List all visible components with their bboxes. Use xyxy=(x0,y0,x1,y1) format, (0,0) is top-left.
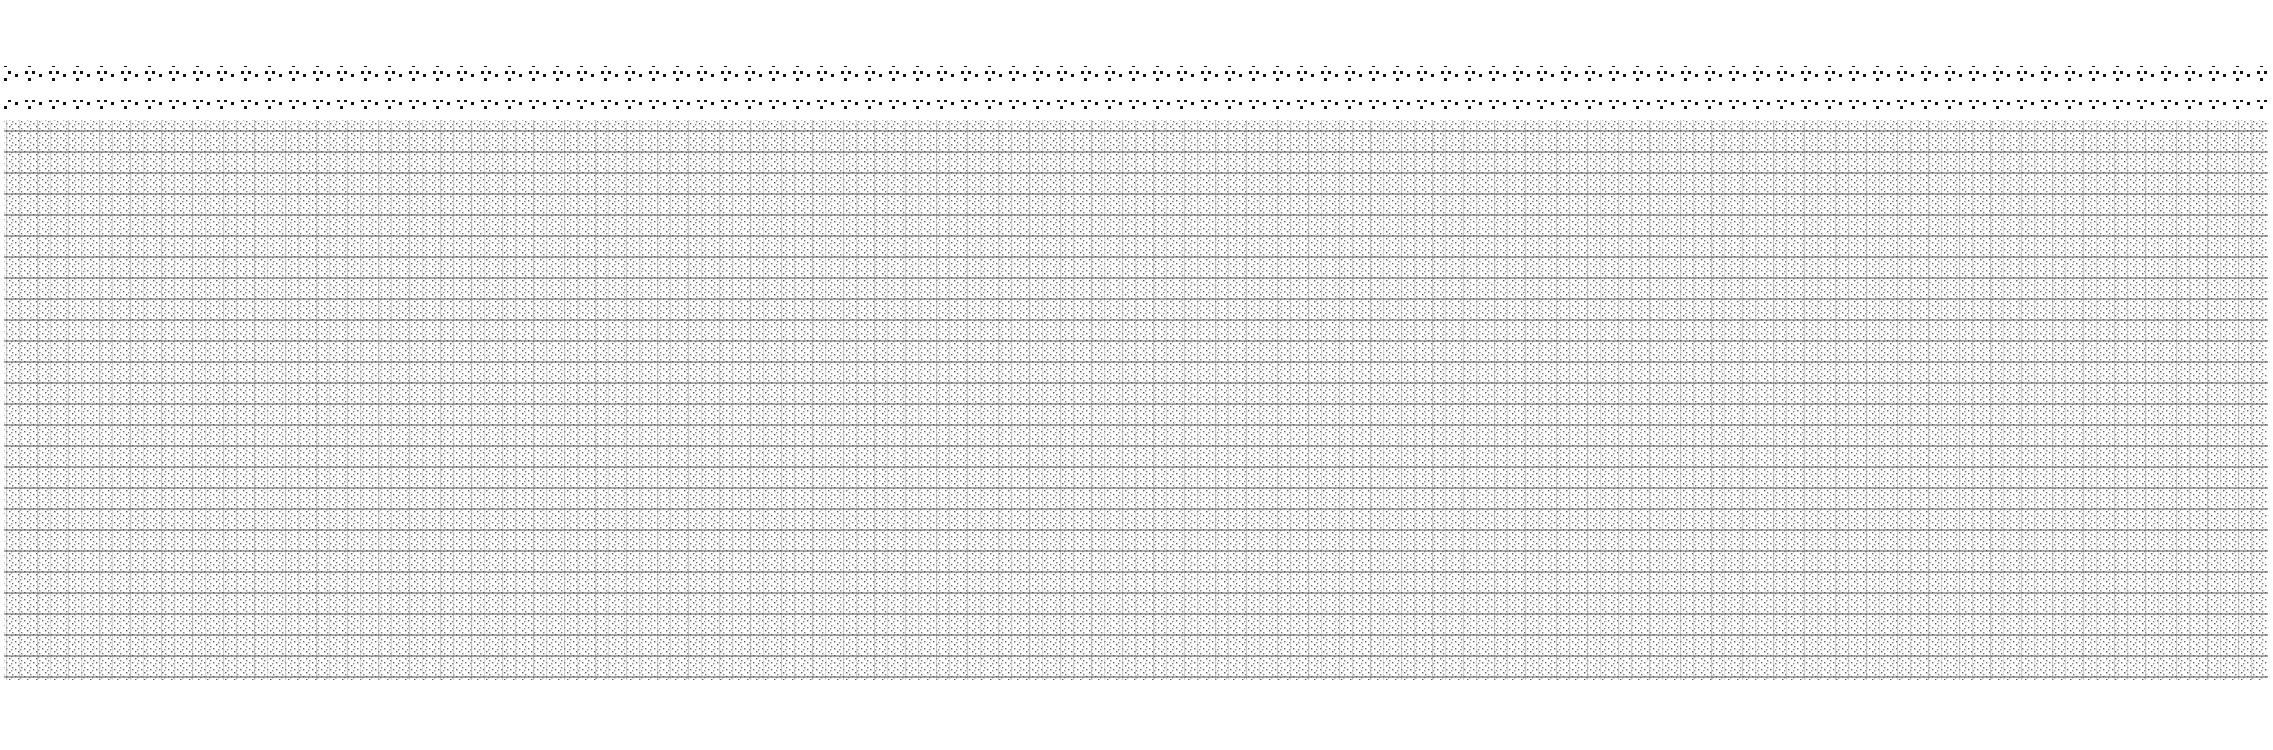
dense-block xyxy=(4,120,2268,680)
header-row xyxy=(4,66,2268,112)
header-dots-bottom xyxy=(4,100,2268,112)
header-dots-top xyxy=(4,66,2268,84)
dot-rows xyxy=(4,120,2268,680)
